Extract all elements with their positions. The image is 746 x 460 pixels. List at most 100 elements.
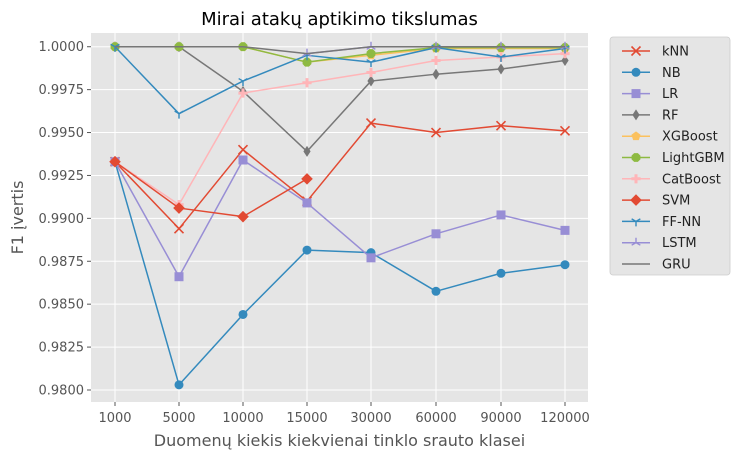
series-line	[114, 159, 566, 278]
data-point	[432, 68, 440, 80]
legend-item: NB	[622, 66, 681, 81]
data-point	[365, 118, 377, 129]
x-tick-label: 60000	[415, 411, 456, 426]
x-axis-label: Duomenų kiekis kiekvienai tinklo srauto …	[154, 431, 525, 450]
y-tick-label: 0.9900	[39, 212, 85, 227]
data-point	[238, 155, 248, 165]
data-point	[631, 67, 641, 77]
data-point	[631, 89, 641, 99]
data-point	[559, 125, 571, 136]
data-point	[561, 54, 569, 66]
y-tick-label: 0.9800	[39, 383, 85, 398]
data-point	[173, 223, 185, 234]
data-point	[631, 174, 641, 184]
legend-label: XGBoost	[662, 130, 718, 145]
legend-item: LSTM	[622, 236, 697, 251]
x-tick-label: 120000	[540, 411, 590, 426]
legend-item: XGBoost	[622, 130, 718, 145]
data-point	[497, 63, 505, 75]
data-point	[496, 268, 506, 278]
data-point	[238, 309, 248, 319]
legend-label: FF-NN	[662, 215, 701, 230]
y-tick-label: 0.9925	[39, 169, 85, 184]
series-line	[114, 161, 308, 218]
chart-title: Mirai atakų aptikimo tikslumas	[201, 9, 478, 30]
legend-label: RF	[662, 108, 679, 123]
y-tick-label: 0.9850	[39, 298, 85, 313]
series-line	[114, 161, 566, 386]
data-point	[366, 253, 376, 263]
legend-label: LSTM	[662, 236, 697, 251]
legend-label: kNN	[662, 45, 689, 60]
data-point	[109, 155, 121, 168]
legend-item: SVM	[622, 194, 690, 209]
data-point	[631, 218, 641, 227]
data-point	[366, 49, 376, 59]
data-point	[495, 120, 507, 131]
data-point	[238, 77, 248, 87]
data-point	[560, 48, 570, 59]
data-point	[496, 210, 506, 220]
data-point	[302, 78, 312, 88]
data-point	[631, 237, 641, 246]
y-tick-label: 1.0000	[39, 40, 85, 55]
x-tick-label: 15000	[286, 411, 327, 426]
y-tick-label: 0.9875	[39, 255, 85, 270]
data-point	[303, 145, 311, 157]
data-point	[301, 173, 313, 185]
data-point	[174, 272, 184, 282]
series-line	[115, 45, 566, 153]
x-tick-label: 30000	[350, 411, 391, 426]
series-line	[114, 52, 566, 206]
data-point	[367, 75, 375, 87]
data-point	[431, 229, 441, 239]
y-axis: 0.9800 0.9825 0.9850 0.9875 0.9900 0.9925 0.99…	[39, 40, 91, 398]
legend: kNN NB LR RF XGBoost LightGBM CatBoost SVM FF-NN…	[609, 36, 731, 276]
y-tick-label: 0.9825	[39, 341, 85, 356]
legend-item: FF-NN	[622, 215, 701, 230]
data-point	[560, 43, 570, 53]
series-gru	[115, 45, 565, 55]
data-point	[630, 194, 642, 206]
data-point	[302, 57, 312, 67]
data-point	[631, 131, 641, 141]
data-point	[560, 260, 570, 270]
legend-label: LightGBM	[662, 151, 725, 166]
data-point	[630, 45, 642, 57]
data-point	[496, 53, 506, 63]
legend-item: LR	[622, 87, 678, 102]
y-tick-label: 0.9950	[39, 126, 85, 141]
data-point	[302, 245, 312, 255]
legend-item: kNN	[622, 45, 689, 60]
data-point	[430, 127, 442, 138]
data-point	[174, 110, 184, 119]
legend-label: CatBoost	[662, 172, 721, 187]
data-point	[237, 210, 249, 223]
series-line	[115, 45, 565, 55]
data-point	[431, 55, 441, 66]
data-point	[496, 43, 506, 53]
data-point	[238, 88, 248, 98]
legend-item: LightGBM	[622, 151, 725, 166]
data-point	[431, 286, 441, 296]
legend-label: NB	[662, 66, 681, 81]
series-layer	[109, 41, 571, 390]
series-line	[114, 46, 566, 115]
y-axis-label: F1 įvertis	[8, 181, 27, 255]
data-point	[173, 202, 185, 214]
legend-label: SVM	[662, 194, 690, 209]
data-point	[302, 198, 312, 208]
data-point	[366, 67, 376, 78]
x-tick-label: 5000	[162, 411, 195, 426]
data-point	[174, 380, 184, 390]
series-line	[114, 122, 566, 230]
x-tick-label: 10000	[222, 411, 263, 426]
legend-item: GRU	[622, 258, 691, 273]
y-tick-label: 0.9975	[39, 83, 85, 98]
legend-item: RF	[622, 108, 679, 123]
data-point	[366, 59, 376, 68]
legend-label: GRU	[662, 258, 691, 273]
x-tick-label: 1000	[98, 411, 131, 426]
legend-label: LR	[662, 87, 678, 102]
